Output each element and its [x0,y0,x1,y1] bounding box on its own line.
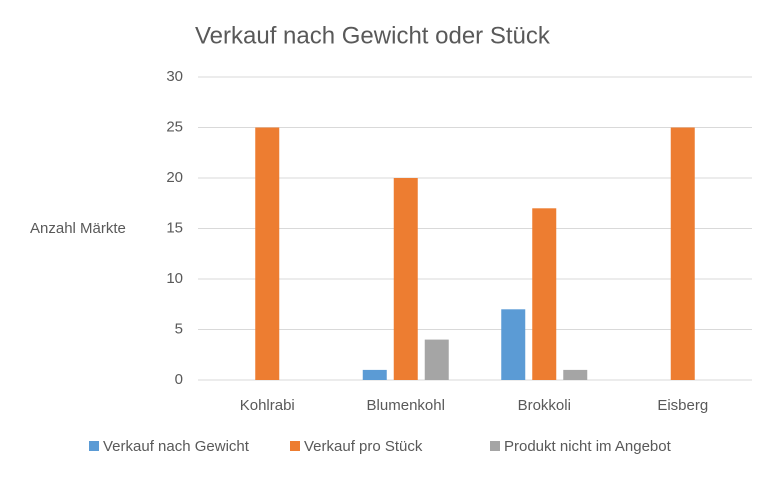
bar [255,127,280,380]
legend-label: Verkauf pro Stück [304,438,423,455]
y-tick-label: 30 [166,68,183,85]
bar [424,339,449,380]
bar [393,178,418,380]
legend-label: Produkt nicht im Angebot [504,438,672,455]
y-tick-label: 10 [166,270,183,287]
x-tick-label: Blumenkohl [367,397,445,414]
y-tick-label: 5 [175,320,183,337]
x-tick-label: Kohlrabi [240,397,295,414]
x-tick-label: Eisberg [657,397,708,414]
bar [501,309,526,380]
legend-swatch [290,441,300,451]
y-tick-label: 20 [166,169,183,186]
bar [532,208,557,380]
legend-swatch [89,441,99,451]
y-tick-label: 15 [166,219,183,236]
bar [670,127,695,380]
y-tick-label: 0 [175,371,183,388]
legend-label: Verkauf nach Gewicht [103,438,250,455]
legend-swatch [490,441,500,451]
chart-title: Verkauf nach Gewicht oder Stück [195,22,551,49]
x-tick-label: Brokkoli [518,397,571,414]
bar [362,369,387,380]
y-tick-label: 25 [166,118,183,135]
y-axis-label: Anzahl Märkte [30,220,126,237]
bar [563,369,588,380]
